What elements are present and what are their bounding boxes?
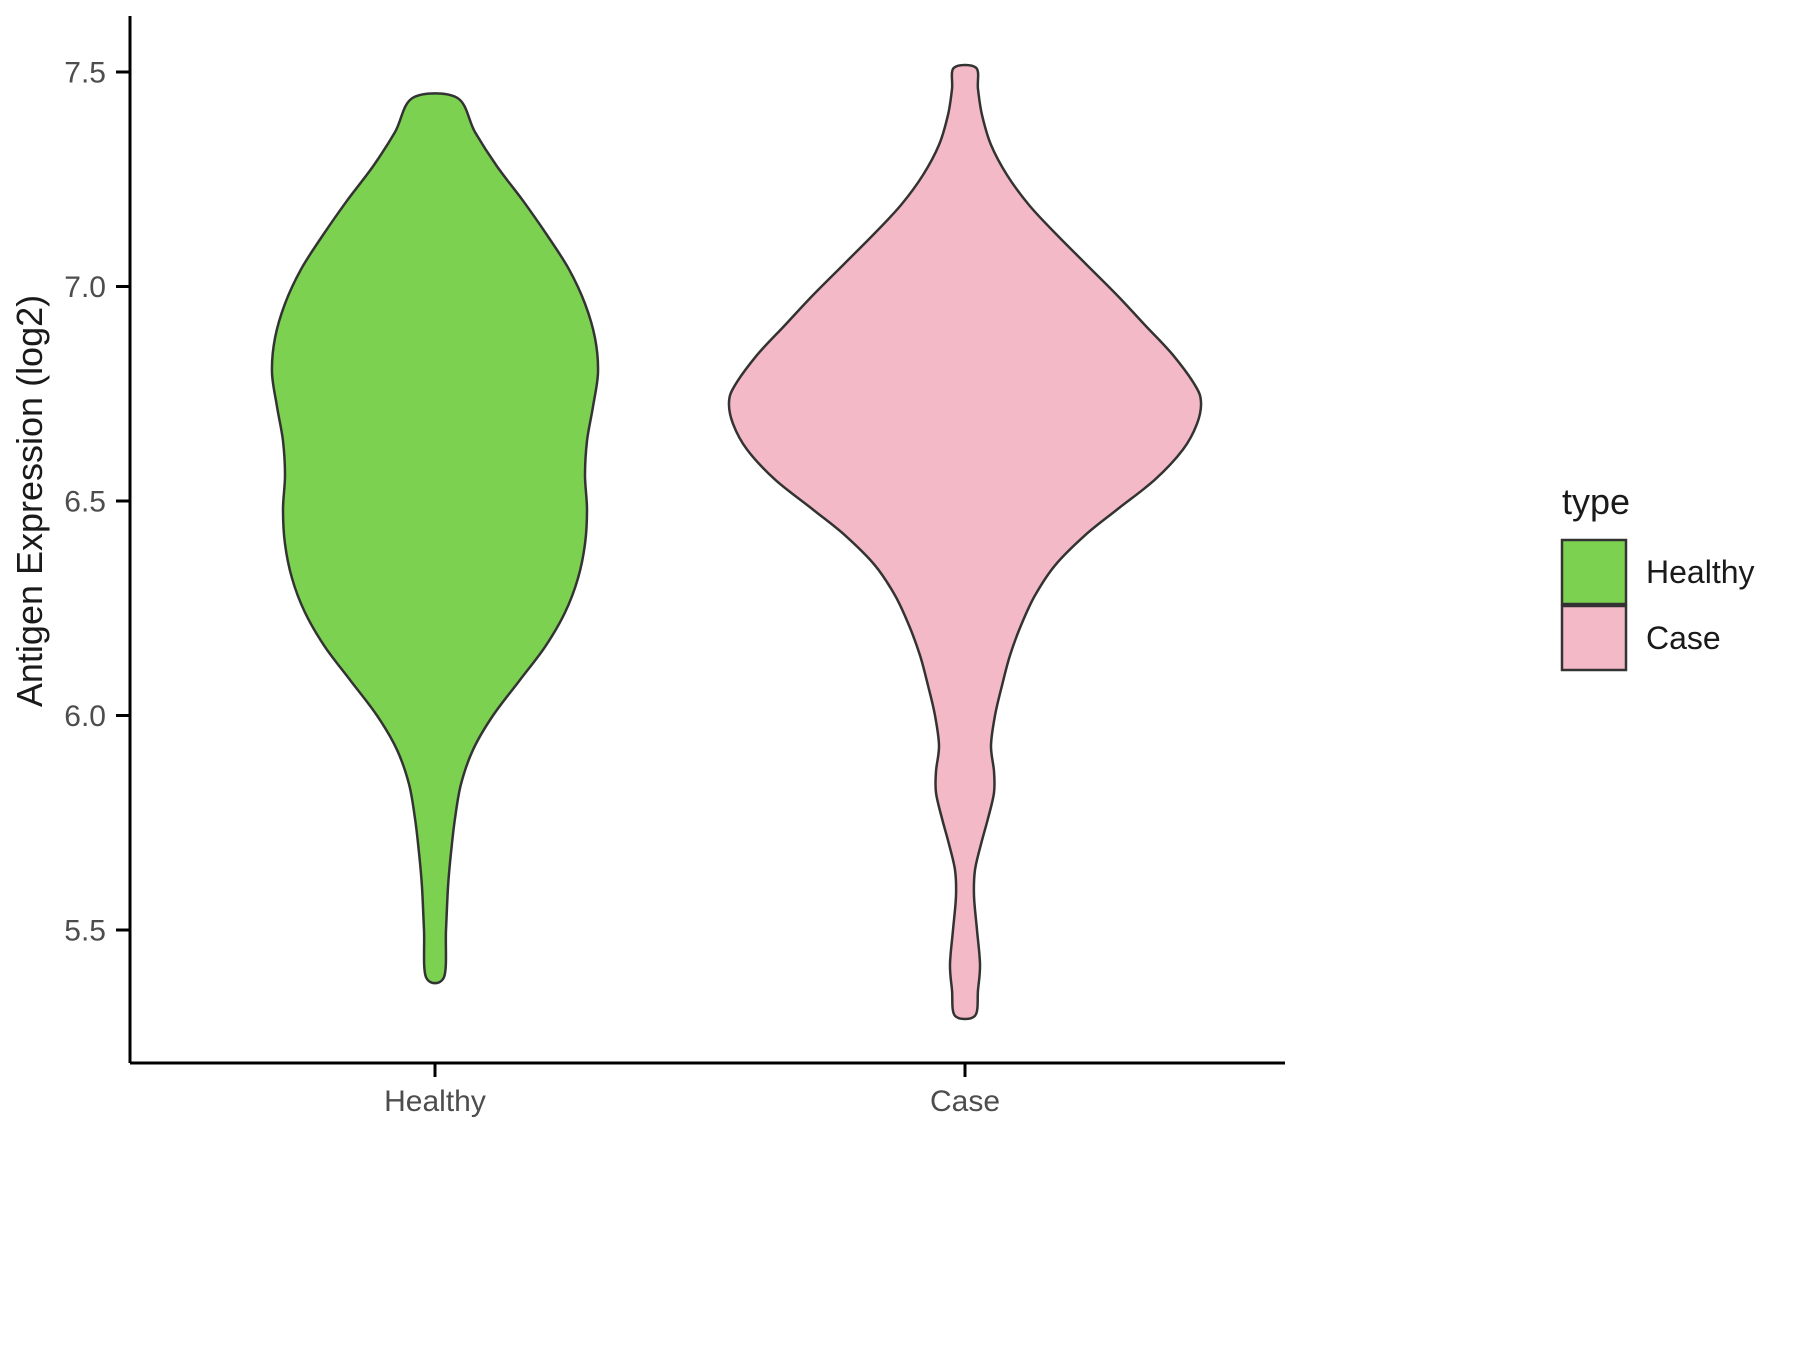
legend-label-case: Case bbox=[1646, 620, 1721, 656]
x-tick-label: Case bbox=[930, 1085, 1000, 1118]
y-tick-label: 5.5 bbox=[64, 915, 106, 948]
y-tick-label: 7.0 bbox=[64, 271, 106, 304]
legend-label-healthy: Healthy bbox=[1646, 554, 1755, 590]
x-tick-label: Healthy bbox=[384, 1085, 486, 1118]
y-axis-title: Antigen Expression (log2) bbox=[9, 295, 50, 707]
violin-healthy bbox=[270, 92, 600, 985]
legend-key-case bbox=[1560, 604, 1628, 672]
y-tick-label: 6.0 bbox=[64, 700, 106, 733]
violin-case bbox=[727, 63, 1203, 1021]
legend-title: type bbox=[1562, 481, 1630, 522]
y-tick-label: 7.5 bbox=[64, 57, 106, 90]
y-tick-label: 6.5 bbox=[64, 486, 106, 519]
legend-key-healthy bbox=[1560, 538, 1628, 606]
